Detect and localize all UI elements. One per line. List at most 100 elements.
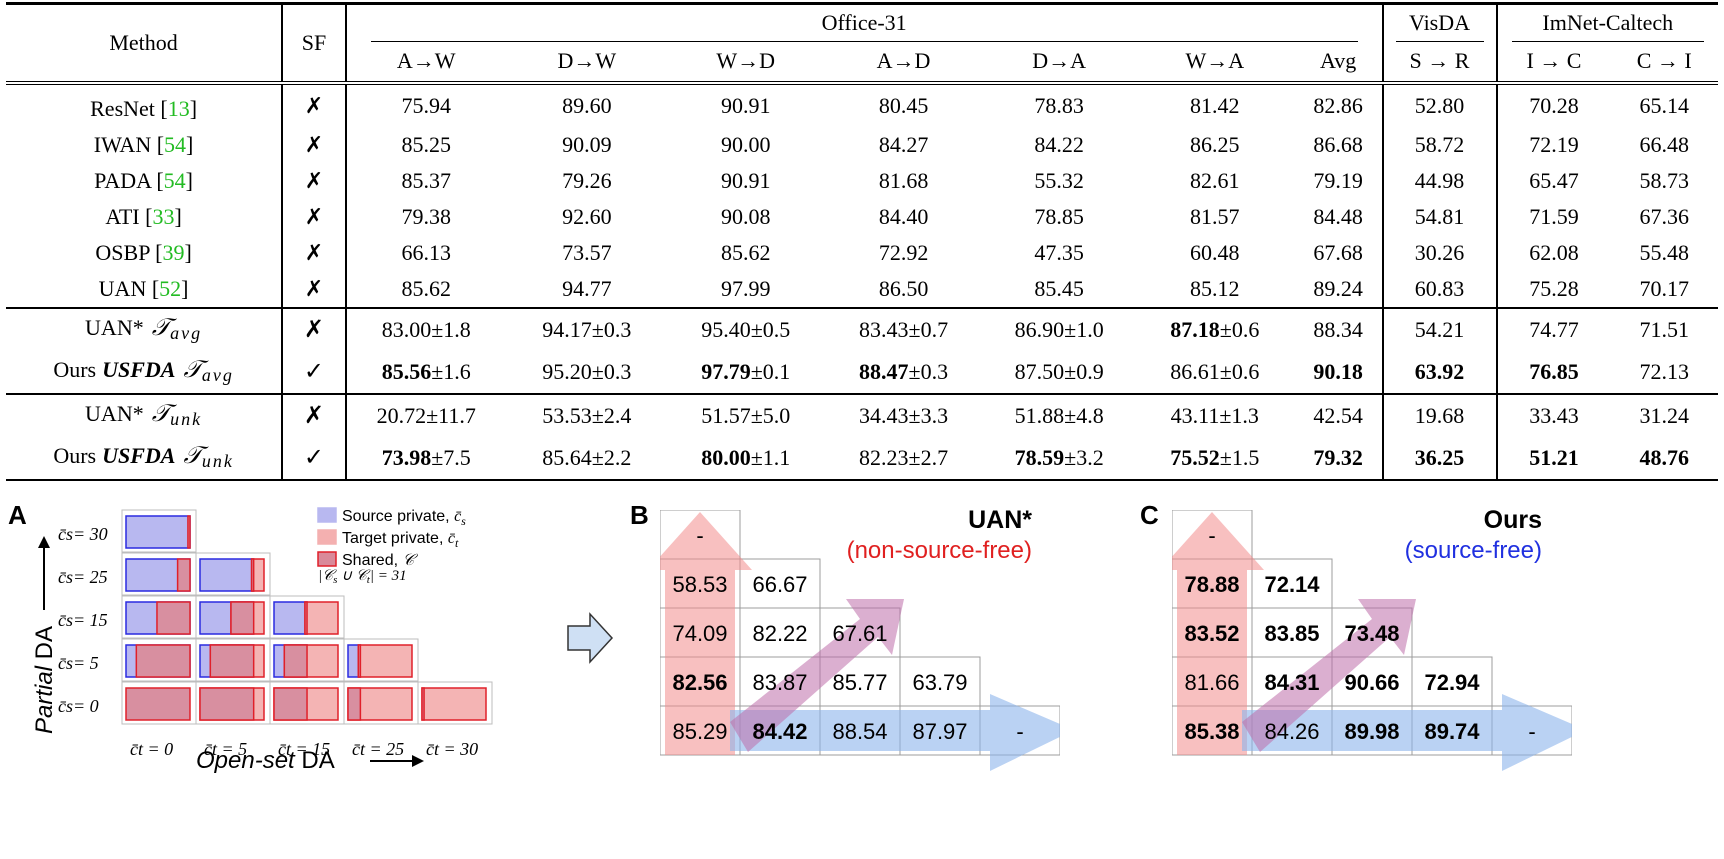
std-value: ±0.7 (908, 317, 949, 342)
citation-close: ] (174, 204, 182, 229)
value-cell: 89.24 (1294, 271, 1383, 309)
baseline-rows: ResNet [13] ✗ 75.94 89.60 90.91 80.45 78.83 81.… (6, 83, 1718, 309)
value-cell: 47.35 (1034, 240, 1084, 265)
metric-symbol: 𝒯 (183, 355, 202, 383)
grid-value: 72.94 (1424, 670, 1480, 695)
metric-symbol: 𝒯 (183, 441, 202, 469)
mean-value: 79.32 (1313, 445, 1363, 470)
pa-y-title: Partial DA (31, 626, 58, 734)
value-cell: 75.94 (344, 83, 506, 127)
method-name: UAN [ (98, 276, 160, 301)
mean-value: 36.25 (1414, 445, 1465, 470)
results-table: Method SF Office-31 VisDA ImNet-Caltech … (6, 1, 1718, 481)
sf-cell: ✗ (281, 235, 346, 271)
office-header-label: Office-31 (821, 10, 907, 36)
imnet-header-label: ImNet-Caltech (1542, 10, 1674, 36)
value-cell: 90.91 (721, 93, 771, 118)
col-header: W→D (667, 41, 824, 86)
std-value: ±4.8 (1064, 403, 1104, 428)
table-row: ResNet [13] ✗ 75.94 89.60 90.91 80.45 78.83 81.… (6, 83, 1718, 127)
panel-b-title: UAN* (968, 506, 1032, 534)
value-cell: 78.59±3.2 (983, 437, 1135, 481)
pa-x-tick-label: c̄t = 5 (204, 739, 247, 759)
value-cell: 79.32 (1294, 437, 1383, 481)
value-cell: 80.45 (878, 93, 929, 118)
grid-value: 89.98 (1344, 719, 1399, 744)
value-cell: 53.53±2.4 (506, 394, 668, 437)
value-cell: 74.77 (1495, 308, 1611, 351)
target-private-block (421, 687, 487, 721)
value-cell: 55.32 (1034, 168, 1084, 193)
unk-rows: UAN* 𝒯unk ✗ 20.72±11.7 53.53±2.4 51.57±5.0 34.… (6, 394, 1718, 481)
value-cell: 44.98 (1381, 163, 1497, 199)
mean-value: 80.00 (701, 445, 751, 470)
grid-value: 74.09 (672, 621, 727, 646)
shared-block (176, 558, 191, 592)
panel-a: c̄s= 30 c̄s= 25 c̄s= 15 c̄s= 5 c̄s= 0 c̄t = 0… (0, 490, 560, 854)
shared-block (125, 687, 191, 721)
std-value: ±0.6 (1219, 359, 1260, 384)
pa-grid-cell (269, 595, 345, 639)
mean-value: 76.85 (1529, 359, 1579, 384)
metric-subscript: avg (201, 365, 234, 385)
mean-value: 85.64 (542, 445, 592, 470)
metric-symbol: 𝒯 (151, 313, 171, 341)
citation-ref: 33 (152, 204, 175, 229)
visda-header-label: VisDA (1409, 10, 1471, 36)
value-cell: 36.25 (1381, 437, 1497, 481)
pa-x-tick-label: c̄t = 30 (426, 739, 478, 759)
value-cell: 97.99 (667, 271, 824, 309)
panel-b-subtitle: (non-source-free) (846, 537, 1032, 564)
col-header: D→W (505, 41, 668, 86)
avg-rows: UAN* 𝒯avg ✗ 83.00±1.8 94.17±0.3 95.40±0.5 83.4… (6, 308, 1718, 395)
table-row: PADA [54] ✗ 85.37 79.26 90.91 81.68 55.32 82.61… (6, 163, 1718, 199)
shared-block (135, 644, 191, 678)
mean-value: 73.98 (381, 445, 432, 470)
grid-value: 89.74 (1424, 719, 1480, 744)
value-cell: 33.43 (1495, 394, 1611, 437)
mean-value: 95.40 (701, 317, 751, 342)
source-private-block (273, 601, 308, 635)
value-cell: 85.12 (1134, 271, 1295, 309)
target-private-block (357, 644, 413, 678)
shared-block (156, 601, 191, 635)
pa-y-arrow-head (38, 536, 50, 548)
sf-cell: ✗ (281, 163, 346, 199)
method-name: IWAN [ (93, 132, 165, 157)
value-cell: 62.08 (1495, 235, 1611, 271)
pa-grid-cell (195, 595, 271, 639)
value-cell: 51.21 (1495, 437, 1611, 481)
value-cell: 88.34 (1295, 308, 1383, 351)
pa-grid-cell (417, 681, 493, 725)
grid-value: 83.52 (1184, 621, 1239, 646)
method-cell: Ours USFDA 𝒯avg (6, 351, 283, 395)
method-cell: UAN* 𝒯unk (6, 394, 282, 437)
pa-grid-cell (343, 638, 419, 682)
shared-block (199, 687, 255, 721)
value-cell: 79.38 (344, 199, 506, 235)
citation-ref: 54 (163, 168, 186, 193)
pa-grid-cell (269, 638, 345, 682)
mean-value: 72.13 (1639, 359, 1689, 384)
pa-grid-cell (195, 638, 271, 682)
citation-close: ] (189, 96, 198, 121)
value-cell: 84.27 (878, 132, 929, 157)
value-cell: 43.11±1.3 (1135, 394, 1295, 437)
value-cell: 52.80 (1381, 83, 1497, 127)
grid-value: 73.48 (1344, 621, 1399, 646)
std-value: ±3.2 (1064, 445, 1104, 470)
partial-da-arrow (660, 512, 752, 755)
value-cell: 87.18±0.6 (1135, 308, 1295, 351)
imnet-header: ImNet-Caltech (1495, 1, 1718, 42)
method-cell: ATI [33] (6, 199, 282, 235)
diagonal-arrow (730, 599, 904, 752)
pa-grid-cell (195, 681, 271, 725)
partial-da-arrow (1172, 512, 1264, 755)
mean-value: 33.43 (1529, 403, 1579, 428)
std-value: ±0.3 (591, 359, 632, 384)
method-cell: IWAN [54] (6, 127, 282, 163)
usfda-label: USFDA (102, 357, 176, 382)
shared-block (347, 687, 362, 721)
right-arrow-icon (567, 612, 614, 664)
method-name: ResNet [ (90, 96, 168, 121)
